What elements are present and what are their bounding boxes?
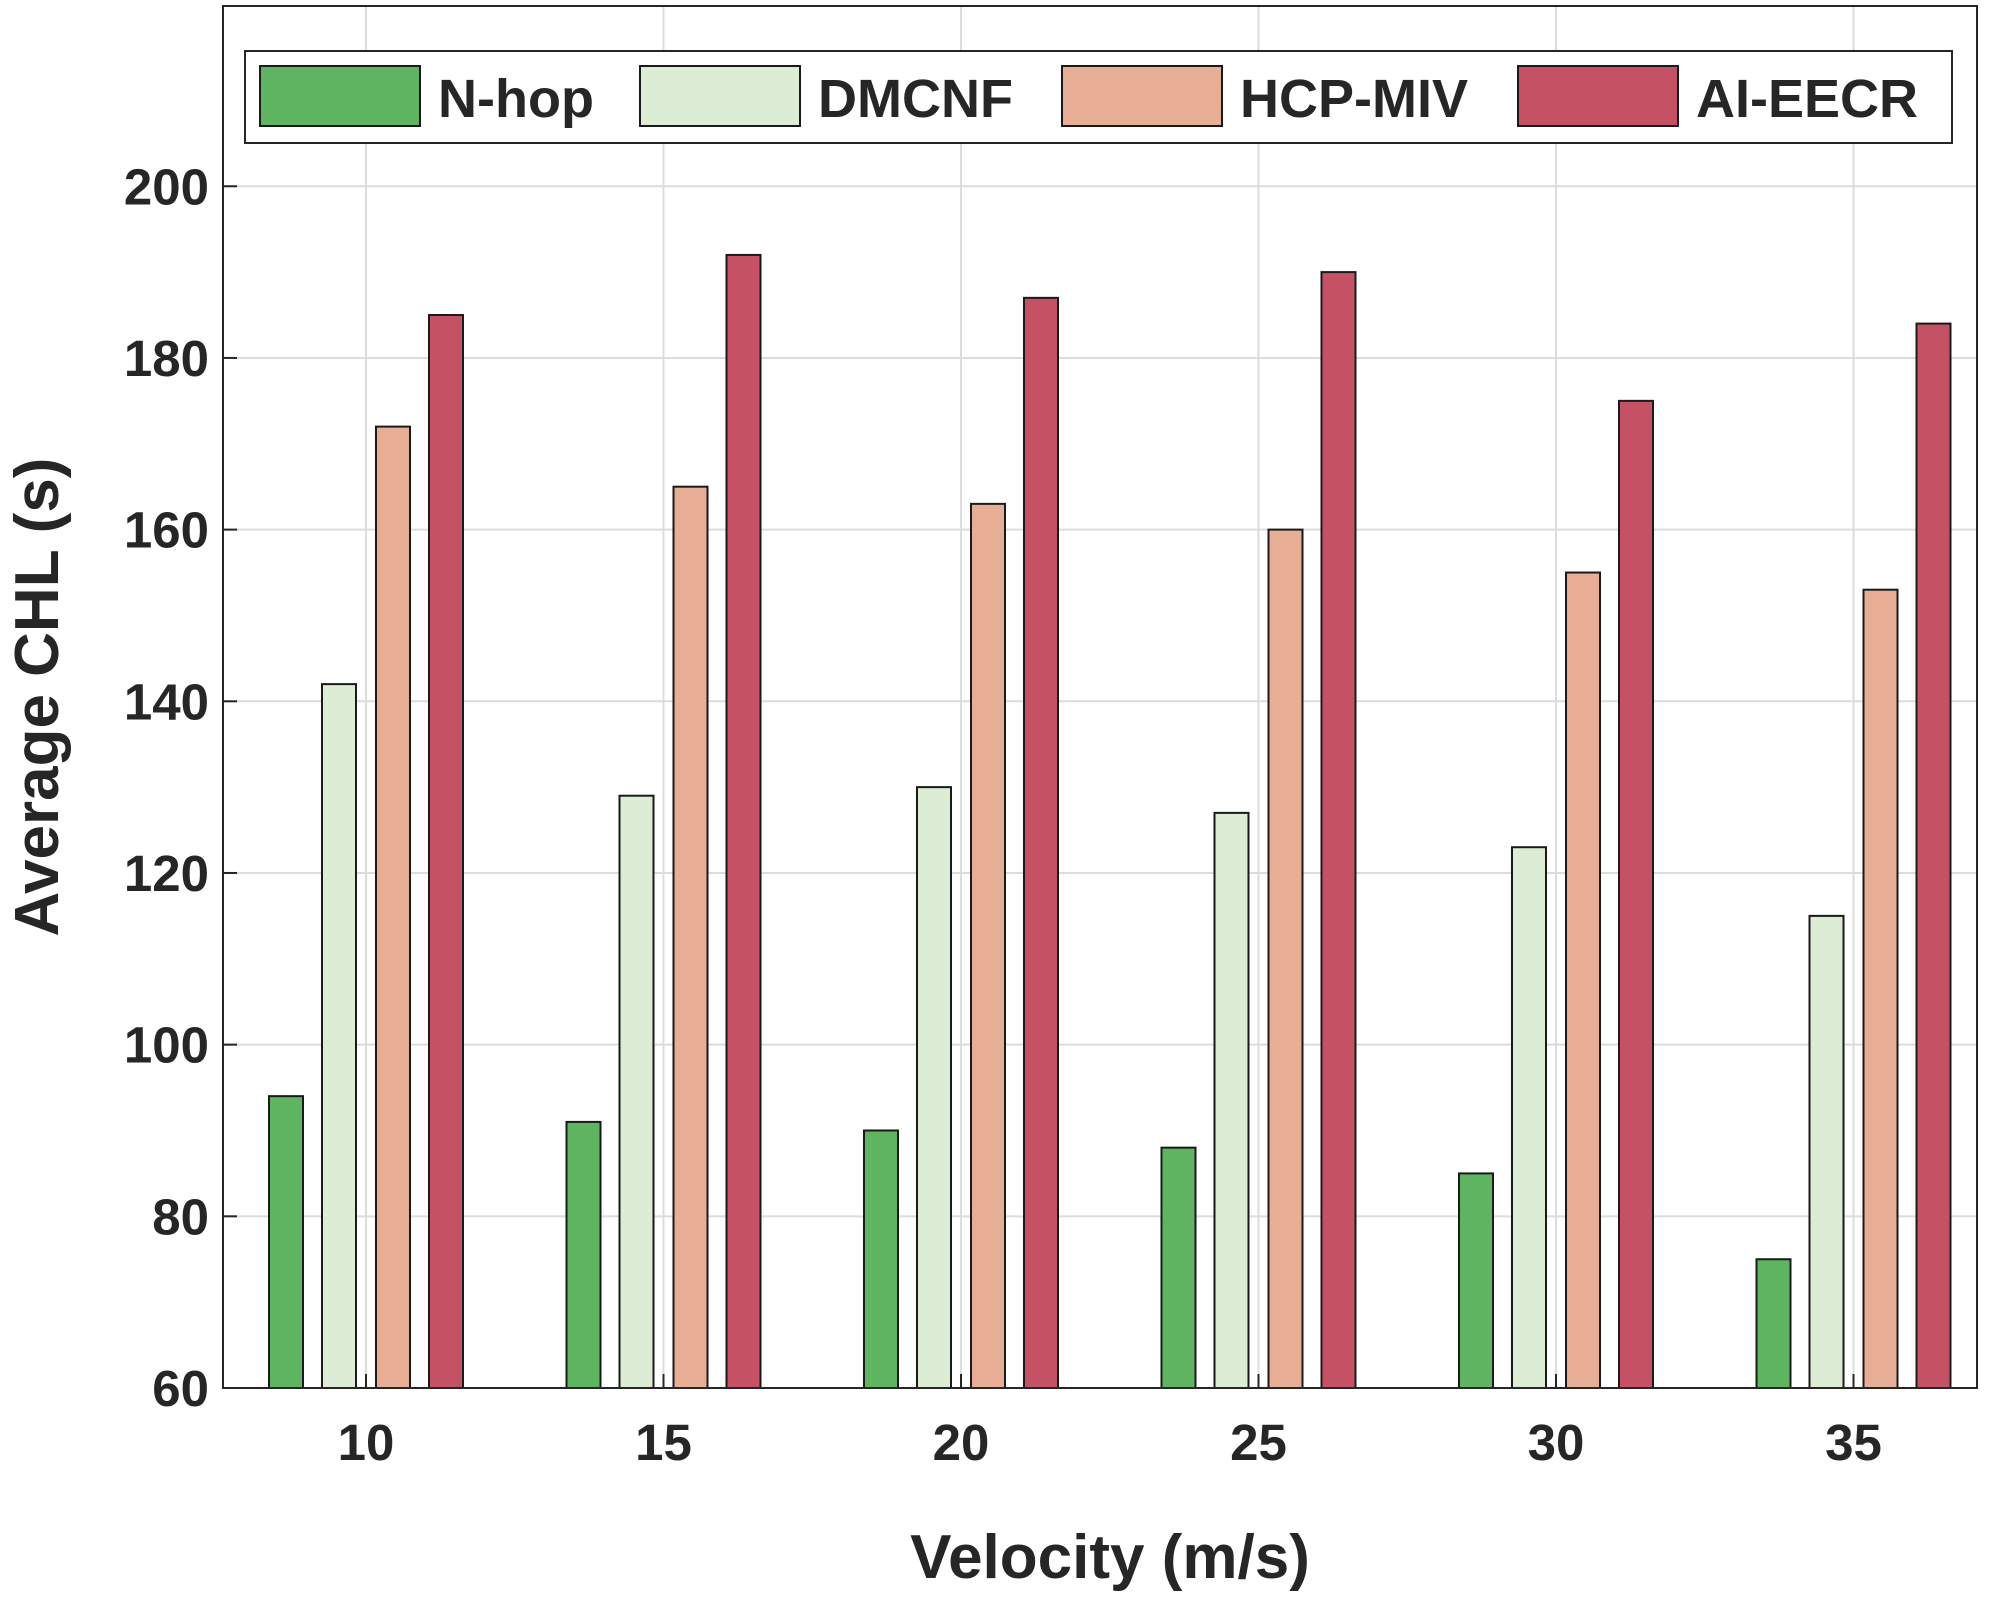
bar-hcp-miv [970,502,1006,1389]
bar-n-hop [565,1120,602,1389]
x-tick-label: 20 [933,1414,990,1471]
y-tick-label: 100 [124,1017,209,1074]
bar-ai-eecr [1915,322,1952,1389]
y-axis-label: Average CHL (s) [3,458,72,937]
y-tick-label: 140 [124,673,209,730]
x-tick-label: 30 [1528,1414,1585,1471]
bars [268,253,1952,1390]
ticks: 60 80 100 120 140 160 180 200 10 15 20 25 30 35 [124,158,1882,1471]
x-tick-label: 35 [1825,1414,1882,1471]
legend: N-hop DMCNF HCP-MIV AI-EECR [244,50,1953,144]
x-tick-label: 10 [338,1414,395,1471]
y-tick-label: 180 [124,330,209,387]
bar-ai-eecr [1618,399,1654,1390]
bar-hcp-miv [375,425,411,1389]
bar-dmcnf [321,683,357,1389]
bar-dmcnf [618,794,655,1389]
bar-dmcnf [916,786,952,1389]
legend-label: AI-EECR [1696,69,1918,129]
legend-label: N-hop [438,69,594,129]
y-tick-label: 200 [124,158,209,215]
bar-dmcnf [1213,811,1250,1389]
bar-n-hop [1458,1172,1494,1389]
legend-swatch [259,65,421,127]
bar-ai-eecr [1320,271,1357,1389]
bar-dmcnf [1808,914,1845,1389]
bar-n-hop [1160,1146,1197,1390]
x-tick-label: 25 [1230,1414,1287,1471]
x-tick-label: 15 [635,1414,692,1471]
grid [223,6,1977,1389]
legend-swatch [639,65,801,127]
bar-ai-eecr [1023,296,1059,1389]
bar-ai-eecr [428,314,464,1389]
legend-label: DMCNF [818,69,1013,129]
bar-ai-eecr [725,253,762,1390]
legend-swatch [1517,65,1679,127]
legend-swatch [1061,65,1223,127]
bar-n-hop [863,1129,899,1390]
bar-hcp-miv [1565,571,1601,1389]
bar-hcp-miv [1862,588,1899,1389]
legend-label: HCP-MIV [1240,69,1468,129]
plot-frame [222,5,1978,1389]
y-tick-label: 160 [124,502,209,559]
y-tick-label: 80 [152,1188,209,1245]
bar-n-hop [268,1095,304,1389]
bar-hcp-miv [1267,528,1304,1389]
bar-dmcnf [1511,846,1547,1389]
bar-hcp-miv [672,485,709,1389]
bar-n-hop [1755,1258,1792,1389]
y-tick-label: 120 [124,845,209,902]
y-tick-label: 60 [152,1360,209,1417]
x-axis-label: Velocity (m/s) [910,1523,1310,1592]
